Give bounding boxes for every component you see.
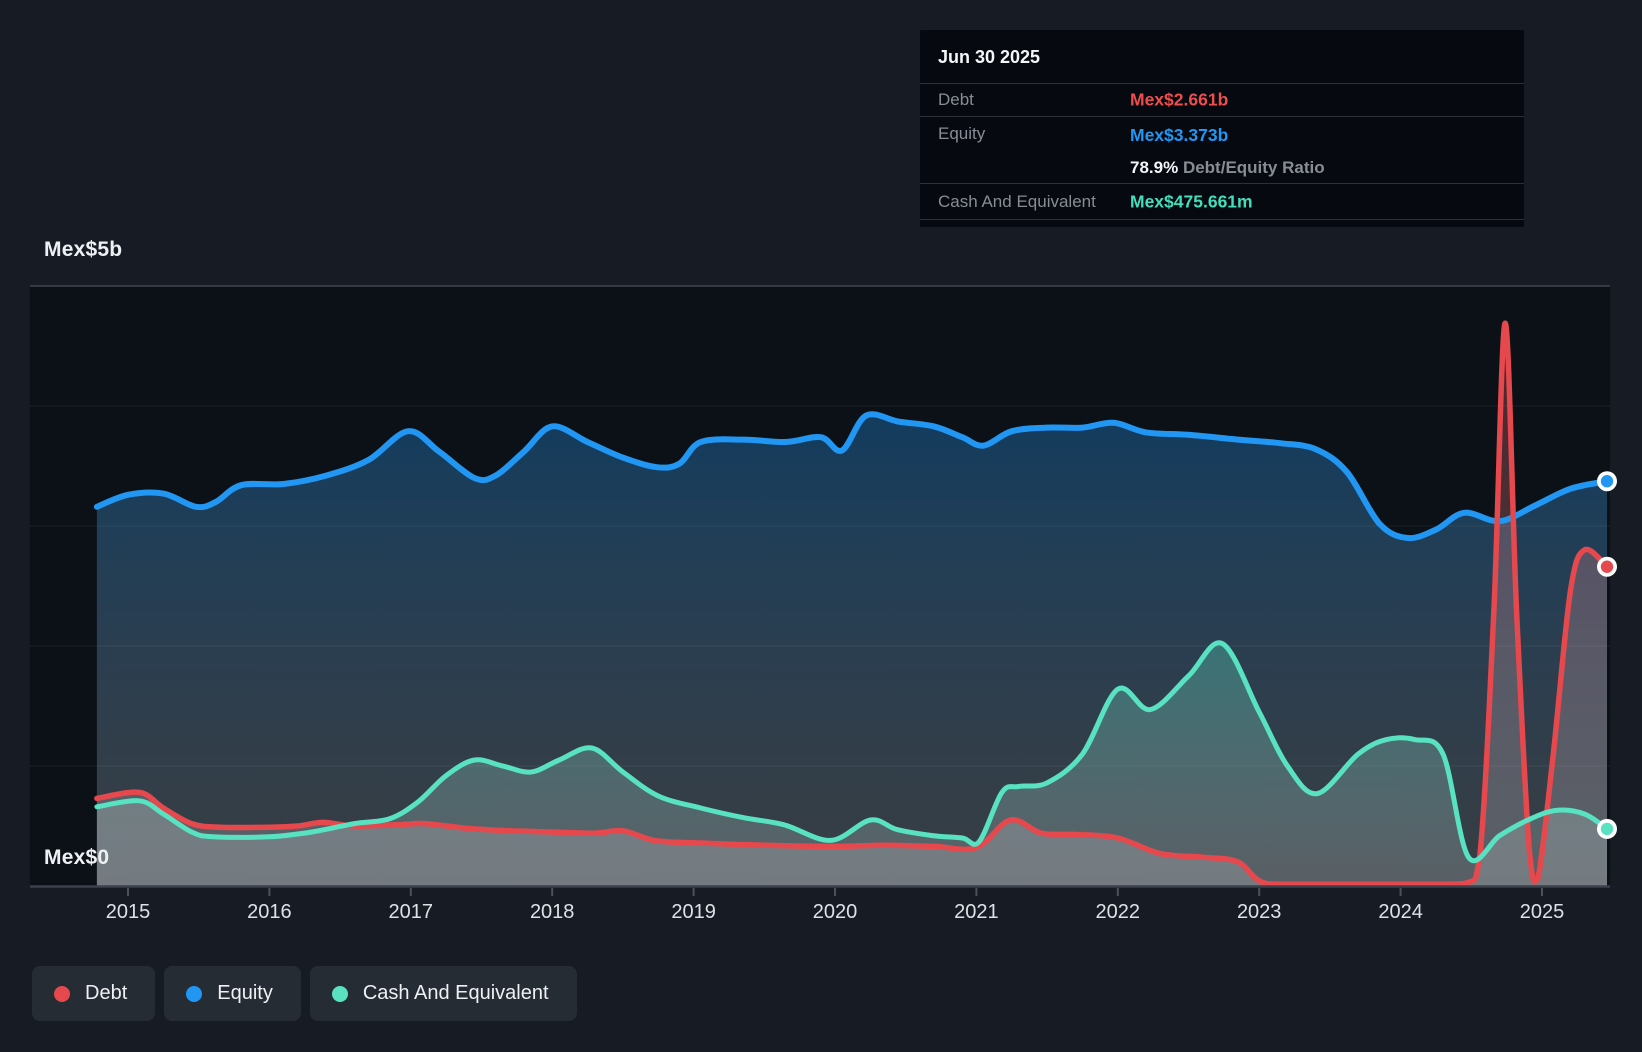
equity-line bbox=[93, 411, 1610, 542]
tooltip-ratio-label: Debt/Equity Ratio bbox=[1182, 158, 1325, 177]
x-axis-label-2025: 2025 bbox=[1519, 901, 1565, 923]
cash-and-equivalent-line bbox=[94, 640, 1610, 863]
x-axis-label-2022: 2022 bbox=[1095, 901, 1141, 923]
debt-legend-dot-icon bbox=[54, 985, 70, 1002]
chart-tooltip: Jun 30 2025 Debt Mex$2.661b Equity Mex$3… bbox=[920, 30, 1524, 227]
tooltip-row-cash: Cash And Equivalent Mex$475.661m bbox=[920, 183, 1524, 220]
x-axis-label-2017: 2017 bbox=[388, 901, 434, 923]
y-axis-label-bottom: Mex$0 bbox=[44, 846, 110, 869]
x-axis-label-2023: 2023 bbox=[1236, 901, 1282, 923]
tooltip-debt-label: Debt bbox=[938, 90, 974, 109]
x-axis-label-2024: 2024 bbox=[1378, 901, 1423, 923]
tooltip-equity-value: Mex$3.373b bbox=[1130, 125, 1229, 145]
legend-item-label: Equity bbox=[217, 982, 273, 1004]
chart-legend: Debt Equity Cash And Equivalent bbox=[32, 966, 577, 1021]
legend-item-cash-and-equivalent[interactable]: Cash And Equivalent bbox=[309, 966, 577, 1021]
tooltip-debt-value: Mex$2.661b bbox=[1130, 89, 1229, 110]
x-axis-label-2020: 2020 bbox=[812, 901, 858, 923]
legend-item-debt[interactable]: Debt bbox=[32, 966, 156, 1021]
tooltip-equity-label: Equity bbox=[938, 124, 986, 143]
legend-item-label: Cash And Equivalent bbox=[362, 982, 549, 1004]
cash-and-equivalent-legend-dot-icon bbox=[331, 985, 348, 1002]
tooltip-row-equity: Equity Mex$3.373b 78.9% Debt/Equity Rati… bbox=[920, 116, 1524, 183]
legend-item-label: Debt bbox=[85, 982, 128, 1004]
x-axis-label-2021: 2021 bbox=[954, 901, 999, 923]
x-axis-label-2019: 2019 bbox=[671, 901, 716, 923]
tooltip-cash-value: Mex$475.661m bbox=[1130, 191, 1253, 211]
x-axis-label-2018: 2018 bbox=[529, 901, 575, 923]
x-axis-label-2016: 2016 bbox=[247, 901, 292, 923]
y-axis-label-top: Mex$5b bbox=[44, 238, 123, 261]
tooltip-date: Jun 30 2025 bbox=[938, 47, 1041, 67]
x-axis-label-2015: 2015 bbox=[105, 901, 151, 923]
tooltip-row-debt: Debt Mex$2.661b bbox=[920, 83, 1524, 116]
cash-and-equivalent-endpoint-dot[interactable] bbox=[1600, 822, 1614, 836]
cash-and-equivalent-area bbox=[96, 642, 1607, 886]
equity-endpoint-dot[interactable] bbox=[1600, 475, 1614, 488]
debt-endpoint-dot[interactable] bbox=[1600, 560, 1614, 573]
legend-item-equity[interactable]: Equity bbox=[164, 966, 301, 1021]
tooltip-ratio-value: 78.9% bbox=[1130, 158, 1179, 177]
tooltip-debt-equity-ratio: 78.9% Debt/Equity Ratio bbox=[1130, 158, 1325, 178]
equity-legend-dot-icon bbox=[186, 985, 203, 1002]
tooltip-cash-label: Cash And Equivalent bbox=[938, 191, 1096, 211]
